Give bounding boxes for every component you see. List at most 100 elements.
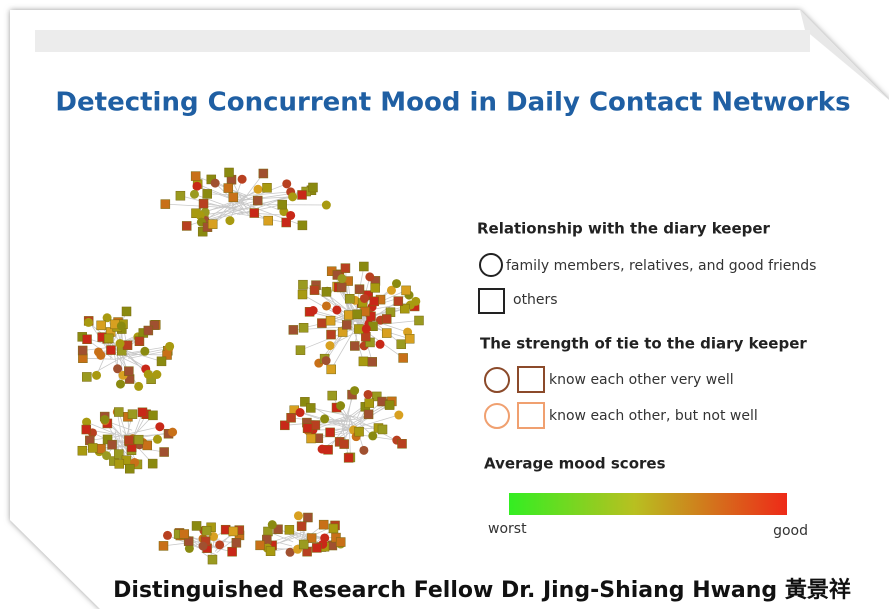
node [198,198,209,209]
legend-heading: The strength of tie to the diary keeper [480,335,807,353]
circle-icon [484,367,510,393]
gradient-low: worst [488,521,527,537]
node [249,208,260,218]
node [237,174,247,184]
node [363,389,373,399]
node [198,541,208,551]
node [195,210,205,220]
square-icon [517,402,545,429]
node [394,410,404,420]
node [297,190,307,200]
node [107,439,117,450]
node [344,310,354,320]
node [277,199,287,210]
node [336,401,346,411]
node [190,171,201,181]
caption: Distinguished Research Fellow Dr. Jing-S… [113,577,851,603]
node [384,400,395,410]
node [367,357,378,367]
node [321,356,331,366]
node [148,410,158,421]
node [281,217,291,228]
node [321,287,332,297]
edge [233,212,287,223]
node [359,293,369,303]
node [189,189,199,199]
node [368,431,378,441]
node [202,189,212,199]
square-icon [517,366,545,393]
node [298,539,309,550]
node [336,282,347,293]
node [364,398,375,408]
edge [345,394,353,426]
node [84,317,94,327]
node [142,440,152,451]
node [321,301,331,311]
node [321,200,331,210]
node [160,199,171,209]
node [306,433,316,444]
circle-icon [479,253,503,277]
node [127,409,138,419]
node [404,333,415,344]
node [306,403,316,413]
node [137,407,148,418]
node [262,183,272,193]
node [159,447,169,457]
node [361,324,371,334]
node [325,341,335,351]
node [224,167,234,178]
node [285,547,295,557]
node [207,219,218,229]
node [295,345,306,355]
node [87,443,98,453]
node [82,372,92,382]
node [359,445,369,455]
node [121,306,132,317]
node [350,386,360,396]
node [92,370,102,380]
edge [180,195,241,212]
node [295,408,305,418]
node [152,434,162,444]
square-icon [478,288,505,314]
node [82,334,92,345]
edge [196,185,233,200]
edge [234,196,293,201]
node [302,423,313,433]
node [156,356,167,367]
node [267,520,277,530]
node [286,210,296,220]
node [326,329,336,340]
node [253,184,263,194]
node [280,420,290,431]
node [115,379,125,389]
node [165,341,175,351]
node [265,546,276,556]
node [134,336,145,346]
node [258,168,269,179]
node [140,346,150,356]
node [192,181,202,191]
edge [313,310,347,320]
node [317,318,327,328]
node [116,321,126,331]
node [381,328,392,338]
node [342,320,352,330]
legend-text: family members, relatives, and good frie… [506,258,816,274]
node [396,339,406,349]
node [228,526,239,537]
node [96,320,106,331]
node [168,427,178,437]
edge [340,418,350,458]
node [401,285,411,296]
node [103,333,114,344]
node [372,391,382,402]
node [181,221,192,231]
mood-gradient [509,493,787,515]
edge [232,191,291,198]
node [158,541,169,551]
node [335,537,346,547]
